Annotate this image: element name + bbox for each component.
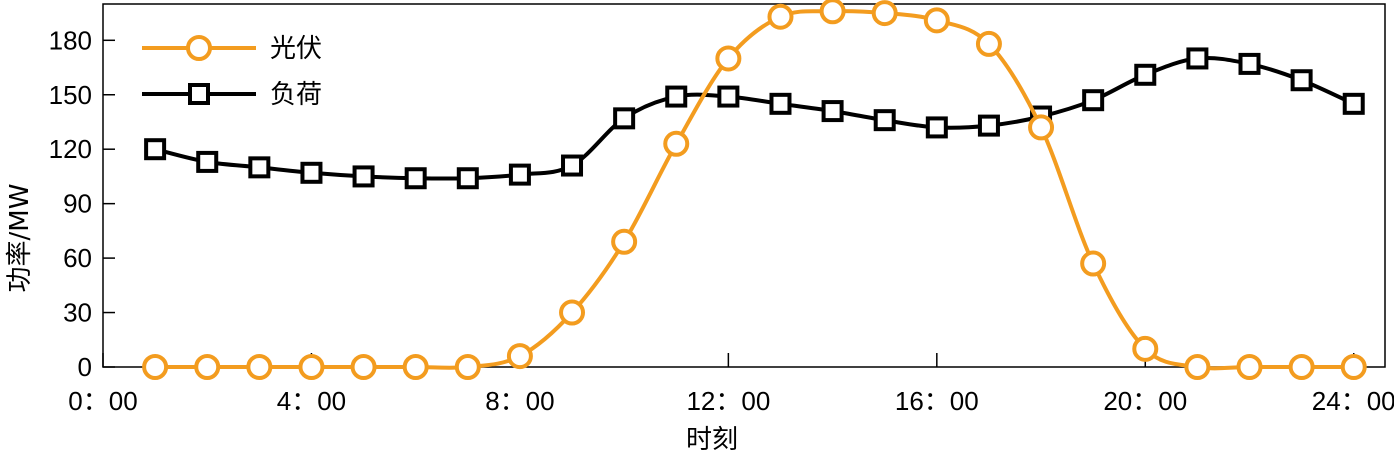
legend-label: 负荷 xyxy=(270,80,322,110)
y-axis-ticks: 0 30 60 90 120 150 180 xyxy=(49,25,115,382)
legend-item: 负荷 xyxy=(142,80,322,110)
y-axis-title: 功率/MW xyxy=(5,184,35,293)
data-point xyxy=(1236,354,1263,380)
data-point xyxy=(1340,354,1367,380)
data-point xyxy=(663,130,690,157)
x-tick-label: 0：00 xyxy=(68,386,137,416)
y-tick-label: 180 xyxy=(49,25,92,55)
legend-marker xyxy=(186,35,212,61)
data-point xyxy=(246,354,273,380)
data-point xyxy=(144,138,167,161)
data-point xyxy=(248,156,271,179)
legend-label: 光伏 xyxy=(270,34,322,64)
data-point xyxy=(821,100,844,123)
data-point xyxy=(142,354,169,380)
data-point xyxy=(194,354,221,380)
data-point xyxy=(925,116,948,139)
data-point xyxy=(715,45,742,72)
data-point xyxy=(506,343,533,370)
y-tick-label: 0 xyxy=(78,352,92,382)
data-point xyxy=(404,167,427,190)
data-point xyxy=(1342,92,1365,115)
data-point xyxy=(1080,250,1107,277)
legend-item: 光伏 xyxy=(142,34,322,64)
y-tick-label: 30 xyxy=(63,298,92,328)
data-point xyxy=(871,0,898,27)
data-point xyxy=(1028,114,1055,141)
data-point xyxy=(1082,89,1105,112)
x-tick-label: 24：00 xyxy=(1312,386,1394,416)
data-point xyxy=(665,85,688,108)
x-tick-label: 12：00 xyxy=(686,386,770,416)
y-tick-label: 120 xyxy=(49,134,92,164)
x-tick-label: 4：00 xyxy=(277,386,346,416)
series-load xyxy=(144,47,1365,190)
y-tick-label: 90 xyxy=(63,189,92,219)
data-point xyxy=(196,150,219,173)
plot-frame xyxy=(102,3,1386,368)
data-point xyxy=(352,165,375,188)
data-point xyxy=(819,0,846,25)
y-tick-label: 150 xyxy=(49,80,92,110)
data-point xyxy=(300,161,323,184)
data-point xyxy=(611,228,638,255)
axes xyxy=(102,3,1386,368)
x-tick-label: 20：00 xyxy=(1103,386,1187,416)
data-point xyxy=(1186,47,1209,70)
data-point xyxy=(767,3,794,30)
series-line xyxy=(154,55,1355,181)
data-point xyxy=(1288,354,1315,380)
data-point xyxy=(1184,354,1211,380)
data-point xyxy=(1238,52,1261,75)
data-point xyxy=(769,92,792,115)
series-pv xyxy=(142,0,1367,380)
data-point xyxy=(1134,63,1157,86)
data-point xyxy=(561,154,584,177)
data-point xyxy=(717,85,740,108)
data-point xyxy=(559,299,586,326)
data-point xyxy=(454,354,481,380)
x-tick-label: 8：00 xyxy=(485,386,554,416)
data-point xyxy=(1132,335,1159,362)
data-point xyxy=(975,30,1002,57)
x-axis-title: 时刻 xyxy=(686,425,738,455)
data-point xyxy=(456,167,479,190)
data-point xyxy=(873,109,896,132)
data-point xyxy=(1290,69,1313,92)
data-point xyxy=(402,354,429,380)
data-point xyxy=(508,163,531,186)
data-point xyxy=(923,7,950,34)
data-point xyxy=(298,354,325,380)
x-tick-label: 16：00 xyxy=(895,386,979,416)
y-tick-label: 60 xyxy=(63,243,92,273)
data-point xyxy=(350,354,377,380)
data-point xyxy=(977,114,1000,137)
series-layer xyxy=(142,0,1367,380)
legend-marker xyxy=(188,83,210,105)
data-point xyxy=(613,107,636,130)
x-axis-ticks: 0：00 4：00 8：00 12：00 16：00 20：00 24：00 xyxy=(68,353,1394,416)
